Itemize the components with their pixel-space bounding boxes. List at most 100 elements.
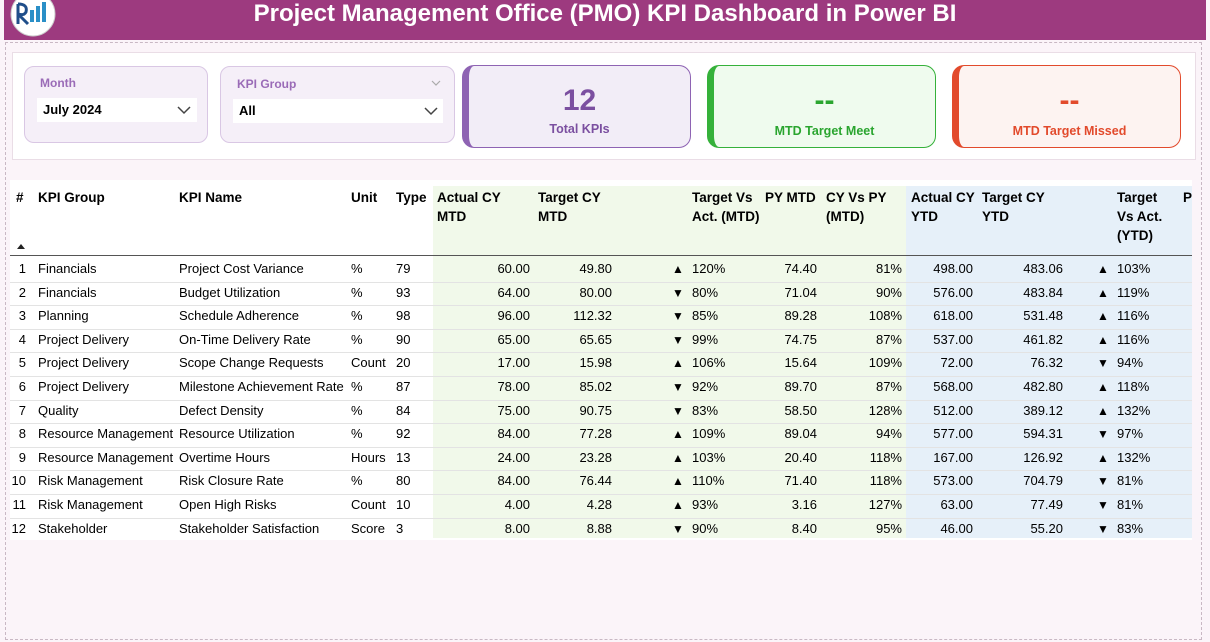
table-cell: 96.00 <box>497 308 530 324</box>
card-value: -- <box>1059 84 1080 117</box>
column-header[interactable]: PY MTD <box>765 190 816 205</box>
table-cell: On-Time Delivery Rate <box>179 331 311 347</box>
table-cell: 568.00 <box>933 379 973 394</box>
table-cell: Scope Change Requests <box>179 355 324 371</box>
table-cell: 90% <box>875 284 902 300</box>
dropdown-icon[interactable] <box>177 105 191 115</box>
table-cell: Score <box>351 520 385 536</box>
table-cell: 74.40 <box>784 261 817 276</box>
kpi-group-slicer[interactable]: KPI Group All <box>220 66 455 143</box>
trend-arrow: ▼ <box>1097 474 1109 489</box>
table-cell: 109% <box>868 355 902 371</box>
row-divider <box>10 446 1192 448</box>
table-cell: 98 <box>396 308 411 324</box>
column-header[interactable]: CY Vs PY (MTD) <box>826 190 887 224</box>
table-cell: 120% <box>692 261 726 276</box>
trend-arrow: ▲ <box>672 427 684 442</box>
trend-arrow: ▼ <box>1097 521 1109 536</box>
table-cell: Overtime Hours <box>179 449 271 465</box>
slicer-value[interactable]: July 2024 <box>37 98 197 122</box>
column-header[interactable]: Unit <box>351 190 378 205</box>
table-cell: 389.12 <box>1023 402 1063 418</box>
table-cell: 15.98 <box>579 355 612 371</box>
table-cell: 108% <box>868 308 902 324</box>
row-divider <box>10 352 1192 354</box>
trend-arrow: ▲ <box>1097 262 1109 276</box>
column-header[interactable]: Actual CY YTD <box>911 190 975 224</box>
table-cell: 95% <box>875 520 902 536</box>
table-cell: 132% <box>1117 402 1151 418</box>
table-cell: 106% <box>692 355 726 371</box>
table-cell: 90 <box>396 331 411 347</box>
column-header[interactable]: Target Vs Act. (MTD) <box>692 190 760 224</box>
table-cell: 3 <box>396 520 404 536</box>
table-cell: Stakeholder Satisfaction <box>179 520 320 536</box>
table-cell: 4.28 <box>586 497 612 512</box>
table-cell: 24.00 <box>497 449 530 465</box>
row-divider <box>10 281 1192 283</box>
column-header[interactable]: KPI Group <box>38 190 105 205</box>
table-cell: 3.16 <box>791 497 817 512</box>
table-cell: 71.40 <box>784 473 817 489</box>
table-cell: 76.44 <box>579 473 612 489</box>
table-cell: 71.04 <box>784 284 817 300</box>
table-cell: 46.00 <box>940 520 973 536</box>
table-cell: % <box>351 402 363 418</box>
table-cell: 76.32 <box>1030 355 1063 371</box>
table-cell: 8.40 <box>791 520 817 536</box>
table-cell: 4 <box>18 331 26 347</box>
table-cell: 9 <box>18 449 26 465</box>
table-cell: 20.40 <box>784 449 817 465</box>
table-cell: 167.00 <box>933 449 973 465</box>
trend-arrow: ▼ <box>1097 427 1109 442</box>
table-cell: 531.48 <box>1023 308 1063 324</box>
month-slicer[interactable]: Month July 2024 <box>24 66 208 143</box>
column-header[interactable]: Actual CY MTD <box>437 190 501 224</box>
table-cell: % <box>351 426 363 442</box>
slicer-value[interactable]: All <box>233 99 443 123</box>
table-cell: Project Delivery <box>38 379 130 394</box>
table-cell: % <box>351 379 363 394</box>
table-cell: 126.92 <box>1023 449 1063 465</box>
table-cell: 60.00 <box>497 261 530 276</box>
table-cell: % <box>351 331 363 347</box>
table-cell: 75.00 <box>497 402 530 418</box>
table-cell: Resource Management <box>38 449 174 465</box>
table-cell: Financials <box>38 261 97 276</box>
table-cell: 23.28 <box>579 449 612 465</box>
row-divider <box>10 423 1192 425</box>
sort-icon[interactable] <box>16 242 26 250</box>
table-cell: Defect Density <box>179 402 264 418</box>
table-cell: 90.75 <box>579 402 612 418</box>
table-cell: 119% <box>1117 284 1150 300</box>
table-cell: 85.02 <box>579 379 612 394</box>
table-cell: Quality <box>38 402 79 418</box>
table-cell: 64.00 <box>497 284 530 300</box>
slicer-text: All <box>239 103 256 118</box>
trend-arrow: ▲ <box>1097 450 1109 465</box>
dropdown-icon[interactable] <box>424 106 438 116</box>
trend-arrow: ▼ <box>672 403 684 418</box>
table-cell: Resource Management <box>38 426 174 442</box>
column-header[interactable]: Target CY MTD <box>538 190 601 224</box>
column-header[interactable]: Target CY YTD <box>982 190 1045 224</box>
column-header[interactable]: KPI Name <box>179 190 243 205</box>
table-cell: 118% <box>869 449 902 465</box>
column-header[interactable]: P <box>1183 190 1193 205</box>
table-cell: Risk Closure Rate <box>179 473 284 489</box>
card-label: Total KPIs <box>549 122 610 136</box>
table-cell: 87% <box>875 331 902 347</box>
trend-arrow: ▲ <box>1097 380 1109 394</box>
slicer-label: Month <box>40 76 76 90</box>
logo <box>10 0 56 37</box>
column-header[interactable]: Target Vs Act. (YTD) <box>1117 190 1163 243</box>
table-cell: 110% <box>692 473 725 489</box>
table-cell: 8.00 <box>504 520 530 536</box>
column-header[interactable]: # <box>16 190 24 205</box>
collapse-icon[interactable] <box>431 79 441 87</box>
table-cell: 92 <box>396 426 411 442</box>
table-cell: Milestone Achievement Rate <box>179 379 344 394</box>
table-cell: 482.80 <box>1023 379 1063 394</box>
column-header[interactable]: Type <box>396 190 427 205</box>
table-cell: Risk Management <box>38 497 143 512</box>
